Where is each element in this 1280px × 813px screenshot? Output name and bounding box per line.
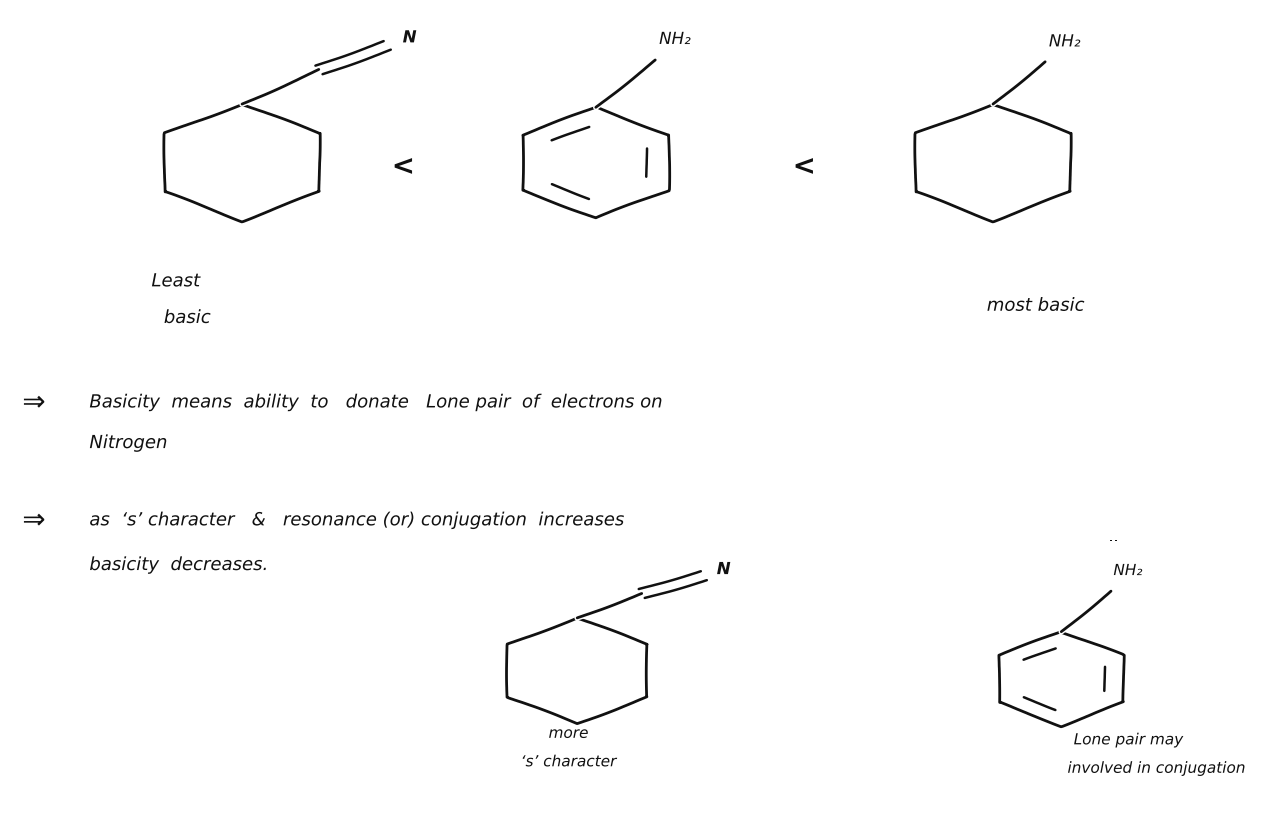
Text: most basic: most basic xyxy=(987,297,1084,315)
Text: N: N xyxy=(403,28,416,46)
Text: basicity  decreases.: basicity decreases. xyxy=(90,556,268,574)
Text: as  ‘s’ character   &   resonance (or) conjugation  increases: as ‘s’ character & resonance (or) conjug… xyxy=(90,511,622,529)
Text: NH₂: NH₂ xyxy=(1048,33,1080,50)
Text: NH₂: NH₂ xyxy=(659,30,691,48)
Text: more: more xyxy=(549,726,589,741)
Text: Least: Least xyxy=(151,272,200,290)
Text: Lone pair may: Lone pair may xyxy=(1074,733,1183,747)
Text: ⇒: ⇒ xyxy=(22,389,46,416)
Text: Nitrogen: Nitrogen xyxy=(90,434,168,452)
Text: N: N xyxy=(717,560,731,578)
Text: ‘s’ character: ‘s’ character xyxy=(521,754,616,769)
Text: ⇒: ⇒ xyxy=(22,506,46,534)
Text: ⋅⋅: ⋅⋅ xyxy=(1108,534,1119,549)
Text: <: < xyxy=(792,153,817,180)
Text: involved in conjugation: involved in conjugation xyxy=(1068,761,1245,776)
Text: <: < xyxy=(392,153,415,180)
Text: Basicity  means  ability  to   donate   Lone pair  of  electrons on: Basicity means ability to donate Lone pa… xyxy=(90,393,660,411)
Text: basic: basic xyxy=(164,309,210,327)
Text: NH₂: NH₂ xyxy=(1114,563,1143,578)
